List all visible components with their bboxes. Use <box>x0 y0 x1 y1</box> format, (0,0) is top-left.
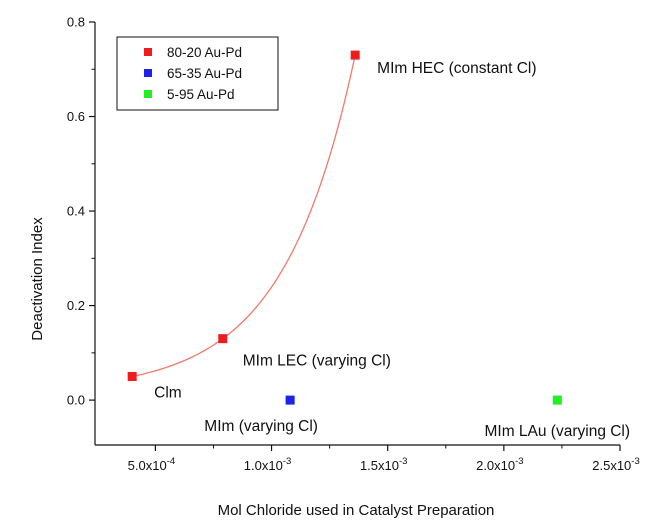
data-point <box>285 395 295 405</box>
point-annotation: Clm <box>154 384 182 401</box>
point-annotation: MIm (varying Cl) <box>204 418 318 435</box>
x-tick-label: 1.0x10-3 <box>244 456 292 473</box>
x-tick-label: 1.5x10-3 <box>360 456 408 473</box>
point-annotation: MIm LAu (varying Cl) <box>484 423 630 440</box>
x-tick-label: 2.5x10-3 <box>592 456 640 473</box>
legend-marker <box>144 90 152 98</box>
legend-marker <box>144 69 152 77</box>
x-axis-title: Mol Chloride used in Catalyst Preparatio… <box>218 502 495 519</box>
x-tick-exponent: -3 <box>515 456 523 467</box>
point-annotation: MIm HEC (constant Cl) <box>377 60 536 77</box>
y-tick-label: 0.8 <box>67 15 85 30</box>
point-annotation: MIm LEC (varying Cl) <box>243 353 391 370</box>
y-tick-label: 0.4 <box>67 204 85 219</box>
data-point <box>218 334 228 344</box>
fit-curve <box>132 54 356 378</box>
data-point <box>552 395 562 405</box>
legend-marker <box>144 48 152 56</box>
y-axis-title: Deactivation Index <box>29 217 46 341</box>
data-point <box>350 50 360 60</box>
legend-entry: 5-95 Au-Pd <box>167 87 235 102</box>
y-tick-label: 0.6 <box>67 109 85 124</box>
data-point <box>127 371 137 381</box>
x-tick-label: 2.0x10-3 <box>476 456 524 473</box>
y-tick-label: 0.0 <box>67 393 85 408</box>
y-tick-label: 0.2 <box>67 298 85 313</box>
x-tick-exponent: -3 <box>399 456 407 467</box>
legend-entry: 80-20 Au-Pd <box>167 45 242 60</box>
x-tick-exponent: -3 <box>283 456 291 467</box>
x-tick-exponent: -3 <box>631 456 639 467</box>
x-tick-label: 5.0x10-4 <box>128 456 176 473</box>
legend-box <box>116 36 279 111</box>
plot-area: 0.0 0.2 0.4 0.6 0.8 5.0x10-4 1.0x10-3 1.5x10-3 2… <box>67 15 640 474</box>
x-tick-exponent: -4 <box>167 456 175 467</box>
legend-entry: 65-35 Au-Pd <box>167 66 242 81</box>
